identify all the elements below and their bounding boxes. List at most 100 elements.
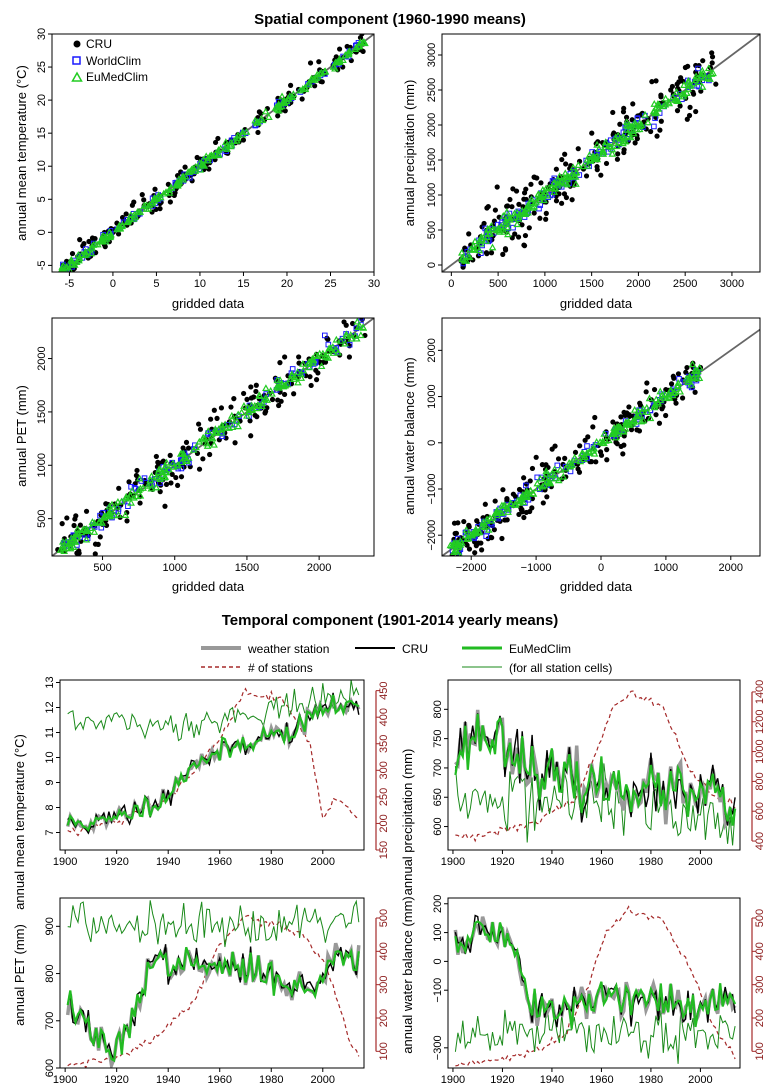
- eumedclim-point: [179, 175, 188, 183]
- ylabel-temp-ts: annual mean temperature (°C): [12, 734, 27, 910]
- cru-point: [603, 160, 610, 167]
- cru-point: [134, 467, 140, 474]
- eumedclim-point: [234, 131, 242, 139]
- legend-cells-label: (for all station cells): [509, 661, 612, 675]
- cru-point: [623, 114, 630, 120]
- plot-area-pet: [52, 309, 374, 556]
- eumedclim-point: [279, 382, 288, 390]
- cru-point: [538, 180, 544, 186]
- xtick-label: 1940: [156, 1074, 180, 1086]
- eumedclim-point: [522, 490, 530, 498]
- cru-point: [116, 485, 122, 491]
- eumedclim-point: [223, 145, 231, 152]
- xtick-label: 1920: [104, 856, 128, 868]
- temporal-legend: weather station CRU EuMedClim # of stati…: [201, 642, 612, 675]
- eumedclim-point: [202, 152, 211, 160]
- eumedclim-point: [563, 180, 572, 188]
- eumedclim-point: [630, 405, 639, 413]
- eumedclim-point: [533, 484, 542, 492]
- eumedclim-point: [579, 455, 588, 463]
- legend-eumed-ts-label: EuMedClim: [509, 642, 571, 656]
- cru-point: [676, 79, 682, 85]
- right-tick-label: 1200: [754, 710, 766, 734]
- cru-point: [555, 456, 562, 462]
- eumedclim-point: [258, 402, 266, 410]
- eumedclim-point: [583, 448, 591, 456]
- eumedclim-point: [88, 518, 97, 525]
- cru-point: [288, 82, 294, 88]
- cru-point: [167, 452, 173, 458]
- cru-point: [522, 232, 529, 239]
- eumedclim-point: [606, 142, 615, 150]
- eumedclim-point: [337, 336, 345, 344]
- cru-point: [216, 437, 222, 443]
- xtick-label: 1920: [490, 856, 514, 868]
- xtick-label: 3000: [720, 278, 744, 290]
- cru-point: [492, 498, 498, 504]
- cru-point: [588, 459, 595, 465]
- right-tick-label: 100: [378, 1042, 390, 1060]
- eumedclim-point: [456, 537, 465, 545]
- right-tick-label: 350: [378, 735, 390, 753]
- cru-point: [71, 522, 77, 529]
- eumedclim-point: [136, 491, 145, 499]
- cru-point: [141, 197, 147, 203]
- cru-point: [637, 402, 644, 409]
- right-tick-label: 500: [754, 909, 766, 927]
- eumedclim-point: [154, 191, 163, 199]
- xtick-label: 2000: [719, 562, 743, 574]
- cru-point: [516, 511, 522, 518]
- eumedclim-point: [591, 154, 600, 162]
- cru-point: [561, 191, 568, 197]
- eumedclim-point: [82, 535, 91, 543]
- cru-point: [240, 137, 247, 143]
- eumedclim-point: [211, 150, 220, 157]
- eumedclim-point: [242, 127, 251, 135]
- cru-point: [124, 518, 130, 524]
- xtick-label: 2000: [307, 562, 331, 574]
- cru-point: [521, 514, 527, 521]
- cru-point: [643, 389, 649, 395]
- cru-point: [77, 237, 83, 243]
- eumedclim-point: [344, 50, 353, 58]
- eumedclim-point: [470, 245, 479, 253]
- cru-point: [357, 35, 364, 41]
- eumedclim-point: [468, 531, 476, 539]
- eumedclim-point: [347, 334, 356, 342]
- eumedclim-point: [189, 445, 198, 453]
- eumedclim-point: [113, 502, 122, 510]
- eumedclim-point: [637, 417, 646, 425]
- ylabel-temp: annual mean temperature (°C): [14, 65, 29, 241]
- weather-station-line: [66, 695, 361, 835]
- eumedclim-point: [698, 83, 707, 90]
- cru-point: [357, 309, 362, 314]
- eumedclim-point: [196, 158, 204, 166]
- cru-point: [119, 214, 126, 221]
- cru-point: [502, 247, 509, 253]
- xtick-label: 25: [324, 278, 336, 290]
- timeseries-temp_ts-frame: [59, 679, 365, 851]
- eumedclim-point: [590, 449, 599, 457]
- eumedclim-point: [709, 69, 717, 77]
- cru-point: [594, 164, 600, 170]
- eumedclim-point: [253, 404, 261, 412]
- eumedclim-point: [222, 138, 230, 145]
- eumedclim-point: [276, 376, 284, 384]
- ytick-label: −300: [432, 1035, 444, 1060]
- xtick-label: 1940: [540, 1074, 564, 1086]
- eumedclim-point: [204, 427, 213, 435]
- eumedclim-point: [159, 189, 168, 197]
- cru-point: [686, 112, 693, 119]
- worldclim-point: [60, 261, 66, 268]
- ytick-label: 0: [36, 229, 48, 235]
- eumedclim-point: [654, 100, 663, 108]
- plot-area-wb_ts: [453, 905, 737, 1067]
- cru-point: [529, 465, 536, 472]
- eumedclim-point: [523, 204, 531, 212]
- cru-line: [67, 944, 360, 1063]
- cru-point: [358, 310, 363, 315]
- cru-point: [81, 241, 87, 247]
- cru-point: [515, 234, 522, 240]
- xtick-label: 1980: [639, 856, 663, 868]
- eumedclim-point: [206, 151, 214, 159]
